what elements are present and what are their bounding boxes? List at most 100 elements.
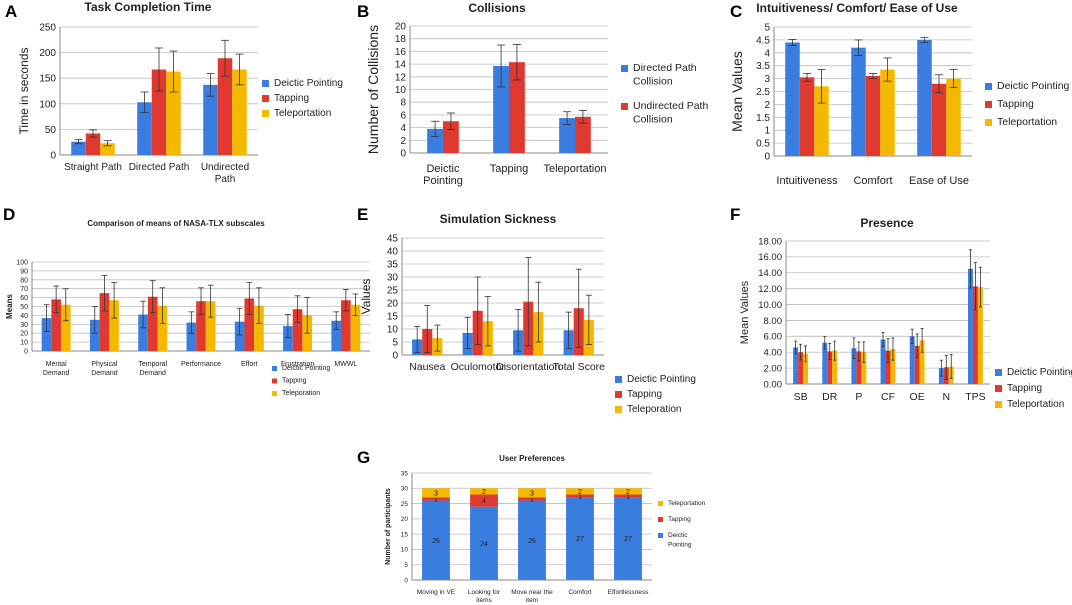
legend-label: Directed Path [633, 62, 697, 74]
bar-teleporation [205, 301, 216, 351]
y-tick-label: 0 [764, 152, 770, 163]
x-tick-label: Effortlessness [608, 589, 649, 596]
x-tick-label: Tapping [490, 163, 529, 175]
x-tick-label: OE [910, 391, 925, 403]
bar-deictic-pointing [793, 347, 799, 384]
chart-title: Intuitiveness/ Comfort/ Ease of Use [756, 1, 958, 15]
bar-deictic-pointing [234, 321, 245, 351]
y-tick-label: 80 [20, 277, 28, 284]
panel-label: B [357, 2, 369, 21]
data-label: 1 [626, 493, 630, 500]
y-tick-label: 5 [392, 338, 398, 349]
y-tick-label: 2.00 [764, 363, 783, 374]
x-tick-label: Oculomotor [451, 361, 506, 373]
y-axis-label: Number of participants [385, 488, 392, 565]
x-tick-label: Path [215, 174, 236, 185]
bar-deictic-pointing [137, 102, 152, 155]
x-tick-label: Demand [43, 370, 70, 377]
bar-tapping [51, 299, 61, 351]
y-tick-label: 2 [400, 136, 406, 147]
bar-teleportation [946, 78, 961, 156]
y-axis-label: Time in seconds [17, 48, 31, 135]
y-tick-label: 20 [401, 516, 409, 523]
panel-label: E [357, 205, 368, 224]
legend-swatch [615, 376, 622, 383]
bar-tapping [341, 300, 351, 351]
legend-label: Teleportation [668, 500, 706, 507]
y-axis-label: Mean Values [729, 51, 745, 132]
y-tick-label: 20 [395, 22, 407, 33]
y-tick-label: 4 [764, 48, 770, 59]
x-tick-label: Demand [91, 370, 118, 377]
y-tick-label: 60 [20, 295, 28, 302]
bar-deictic-pointing [851, 47, 866, 156]
bar-deictic-pointing [41, 318, 52, 351]
bar-teleportation [919, 340, 925, 384]
bar-deictic-pointing [880, 339, 886, 384]
bar-teleportation [880, 69, 895, 156]
x-tick-label: item [526, 597, 538, 604]
bar-tapping [85, 133, 101, 155]
bar-segment-tapping [566, 494, 594, 498]
legend-swatch [262, 95, 269, 102]
data-label: 3 [530, 490, 534, 497]
y-tick-label: 100 [39, 99, 56, 110]
bar-deictic-pointing [283, 326, 293, 351]
bar-directed-path-collision [493, 66, 509, 153]
chart-panel-e: E Simulation Sickness 0 5 10 15 20 25 30 35 40 45 Va… [357, 205, 696, 415]
y-tick-label: 0 [24, 348, 28, 355]
legend-swatch [272, 391, 277, 396]
bar-deictic-pointing [186, 322, 197, 351]
y-tick-label: 25 [387, 286, 399, 297]
x-tick-label: Temporal [138, 361, 167, 368]
bar-tapping [914, 345, 920, 384]
bar-tapping [798, 352, 804, 384]
chart-title: Task Completion Time [85, 0, 212, 14]
bar-segment-teleportation [566, 488, 594, 495]
x-tick-label: MWWL [334, 361, 357, 368]
legend-label: Deictic Pointing [997, 80, 1070, 92]
y-tick-label: 0.5 [756, 139, 770, 150]
x-tick-label: Deictic [426, 163, 460, 175]
y-tick-label: 45 [387, 234, 399, 245]
bar-segment-deictic-pointing [566, 497, 594, 580]
bar-deictic-pointing [785, 42, 800, 157]
legend-swatch [995, 369, 1002, 376]
data-label: 2 [578, 489, 582, 496]
bar-deictic-pointing [71, 141, 86, 155]
y-tick-label: 14.00 [758, 268, 782, 279]
x-tick-label: P [855, 391, 862, 403]
x-tick-label: Straight Path [64, 162, 122, 173]
legend-label: Tapping [1007, 383, 1042, 394]
y-tick-label: 35 [401, 470, 409, 477]
legend-label: Tapping [668, 516, 691, 523]
bar-deictic-pointing [331, 320, 342, 351]
x-tick-label: items [476, 597, 492, 604]
bar-segment-deictic-pointing [422, 500, 450, 580]
y-axis-label: Values [359, 279, 373, 315]
legend-label: Undirected Path [633, 100, 708, 112]
y-tick-label: 4.5 [756, 35, 770, 46]
bar-tapping [217, 58, 233, 156]
x-tick-label: Demand [139, 370, 166, 377]
chart-panel-a: A Task Completion Time 0 50 100 150 200 250 Time… [5, 0, 343, 185]
x-tick-label: Comfort [568, 589, 591, 596]
legend-swatch [658, 501, 663, 506]
legend-swatch [621, 103, 628, 110]
x-tick-label: CF [881, 391, 895, 403]
legend-swatch [985, 83, 992, 90]
y-tick-label: 35 [387, 260, 399, 271]
legend-label: Tapping [282, 378, 307, 385]
x-tick-label: Intuitiveness [776, 175, 838, 187]
y-tick-label: 30 [401, 486, 409, 493]
bar-segment-tapping [470, 494, 498, 507]
bar-tapping [99, 293, 110, 351]
bar-segment-deictic-pointing [470, 506, 498, 580]
y-tick-label: 0 [50, 151, 56, 162]
panel-label: F [730, 205, 740, 224]
bar-tapping [972, 286, 978, 384]
legend-swatch [262, 80, 269, 87]
data-label: 26 [528, 538, 536, 545]
chart-title: Comparison of means of NASA-TLX subscale… [87, 219, 265, 228]
bar-segment-deictic-pointing [518, 500, 546, 580]
